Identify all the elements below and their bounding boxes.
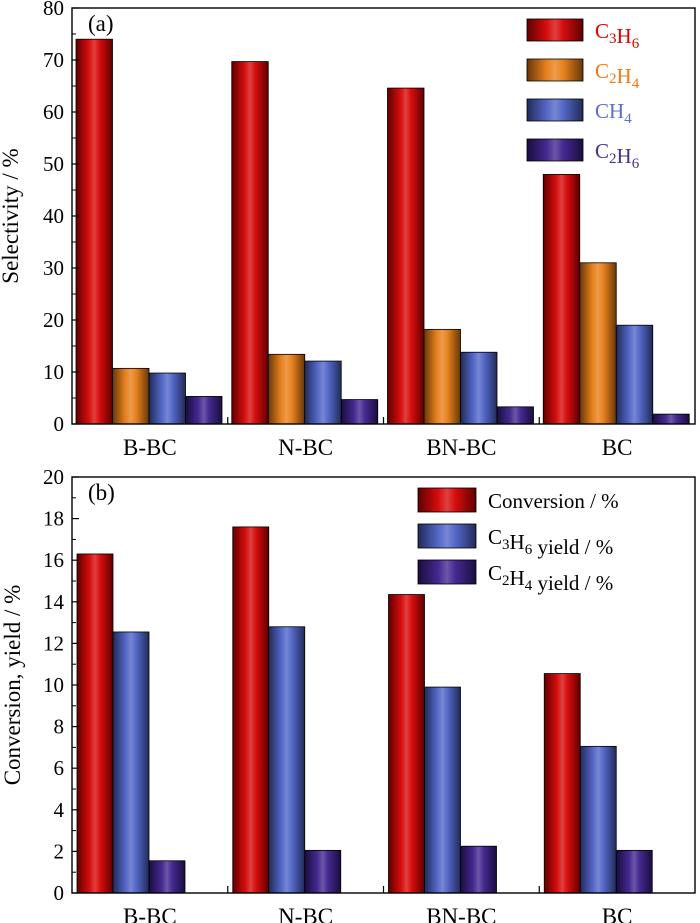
panel-a-legend-label-c2h6: C2H6: [595, 139, 640, 172]
panel-a-bar-b-bc-ch4: [148, 372, 186, 425]
panel-b-ytick-label: 20: [43, 465, 64, 489]
panel-b-ytick-label: 4: [54, 798, 65, 822]
panel-a-bar-n-bc-ch4: [304, 360, 342, 425]
panel-a-bar-bc-c2h4: [579, 262, 617, 425]
panel-b-bar-b-bc-c3h6-yield: [112, 631, 150, 894]
panel-b-bar-bc-c2h4-yield: [615, 849, 653, 894]
panel-b-legend-swatch-c2h4-yield: [417, 559, 477, 585]
panel-b-bar-bn-bc-c2h4-yield: [460, 845, 497, 894]
panel-b: 0 2 4 6 8 10 12 14 16 18 20 B-BC N-BC BN-BC BC Conversi…: [0, 465, 696, 923]
panel-a-bar-b-bc-c3h6: [75, 38, 113, 425]
panel-b-legend: Conversion / % C3H6 yield / %C2H4 yield /…: [417, 487, 619, 595]
panel-a-panel-label: (a): [88, 11, 114, 36]
panel-b-xtick-label-b-bc: B-BC: [123, 904, 177, 923]
panel-a-xtick-label-bc: BC: [602, 435, 633, 460]
panel-a-legend-label-ch4: CH4: [595, 99, 632, 127]
panel-a-ytick-label: 50: [43, 152, 64, 176]
panel-a-xtick-label-bn-bc: BN-BC: [426, 435, 496, 460]
panel-a-bar-bn-bc-ch4: [460, 351, 498, 425]
panel-b-legend-label-c3h6-yield: C3H6 yield / %: [488, 525, 613, 559]
panel-b-xtick-label-bn-bc: BN-BC: [426, 904, 496, 923]
panel-b-legend-label-c2h4-yield: C2H4 yield / %: [488, 561, 613, 595]
panel-a-bar-n-bc-c2h4: [267, 353, 306, 425]
panel-b-ytick-label: 6: [54, 756, 65, 780]
panel-a-legend-swatch-ch4: [526, 98, 584, 122]
panel-b-ytick-label: 2: [54, 839, 65, 863]
panel-a-bar-bn-bc-c3h6: [387, 87, 425, 425]
panel-a-bar-bn-bc-c2h4: [423, 328, 461, 425]
panel-b-xtick-label-n-bc: N-BC: [278, 904, 333, 923]
panel-a-xtick-label-n-bc: N-BC: [278, 435, 333, 460]
panel-b-bar-b-bc-c2h4-yield: [148, 860, 186, 894]
panel-b-bar-b-bc-conversion: [76, 553, 114, 894]
panel-b-legend-swatch-c3h6-yield: [417, 523, 477, 549]
panel-b-bar-n-bc-c3h6-yield: [268, 626, 306, 894]
panel-b-ytick-label: 14: [43, 590, 65, 614]
panel-b-ytick-label: 16: [43, 548, 64, 572]
panel-a-bar-bc-c3h6: [542, 173, 581, 425]
panel-a-ytick-label: 60: [43, 100, 64, 124]
panel-b-ytick-label: 10: [43, 673, 64, 697]
panel-a-bar-b-bc-c2h4: [112, 367, 150, 425]
panel-a-legend: C3H6 C2H4 CH4 C2H6: [526, 18, 640, 172]
panel-a-bar-n-bc-c3h6: [231, 61, 269, 425]
panel-a: 0 10 20 30 40 50 60 70 80 B-BC N-BC BN-BC BC Selectiv…: [0, 0, 696, 460]
panel-a-ytick-label: 40: [43, 204, 64, 228]
panel-b-bar-n-bc-conversion: [232, 526, 270, 894]
panel-a-ytick-label: 30: [43, 256, 64, 280]
panel-a-bar-bn-bc-c2h6: [496, 406, 534, 425]
panel-a-ylabel: Selectivity / %: [0, 148, 23, 283]
panel-b-legend-swatch-conversion: [417, 487, 477, 513]
panel-b-ytick-label: 12: [43, 631, 64, 655]
panel-b-panel-label: (b): [88, 480, 115, 505]
panel-b-bar-n-bc-c2h4-yield: [304, 849, 342, 894]
panel-b-xtick-label-bc: BC: [602, 904, 633, 923]
panel-a-ytick-label: 0: [54, 412, 65, 436]
panel-a-legend-swatch-c3h6: [526, 18, 584, 42]
panel-b-ytick-label: 8: [54, 715, 65, 739]
panel-b-ytick-label: 0: [54, 881, 65, 905]
panel-a-legend-swatch-c2h4: [526, 58, 584, 82]
panel-a-xtick-label-b-bc: B-BC: [123, 435, 177, 460]
panel-b-legend-label-conversion: Conversion / %: [488, 489, 619, 513]
panel-a-legend-label-c3h6: C3H6: [595, 19, 640, 52]
panel-a-bar-bc-c2h6: [652, 413, 690, 425]
panel-a-legend-swatch-c2h6: [526, 138, 584, 162]
panel-a-ytick-label: 10: [43, 360, 64, 384]
panel-a-ytick-label: 80: [43, 0, 64, 20]
panel-a-bar-n-bc-c2h6: [340, 399, 379, 425]
panel-a-ytick-label: 20: [43, 308, 64, 332]
panel-a-bar-bc-ch4: [615, 324, 654, 425]
panel-a-legend-label-c2h4: C2H4: [595, 59, 640, 92]
panel-b-bar-bn-bc-conversion: [388, 594, 425, 894]
panel-b-bar-bn-bc-c3h6-yield: [424, 686, 461, 894]
panel-b-ylabel: Conversion, yield / %: [0, 585, 25, 786]
panel-b-ytick-label: 18: [43, 507, 64, 531]
panel-a-ytick-label: 70: [43, 48, 64, 72]
panel-b-bar-bc-conversion: [543, 673, 581, 894]
panel-b-bar-bc-c3h6-yield: [579, 745, 617, 894]
panel-a-bar-b-bc-c2h6: [185, 396, 223, 425]
